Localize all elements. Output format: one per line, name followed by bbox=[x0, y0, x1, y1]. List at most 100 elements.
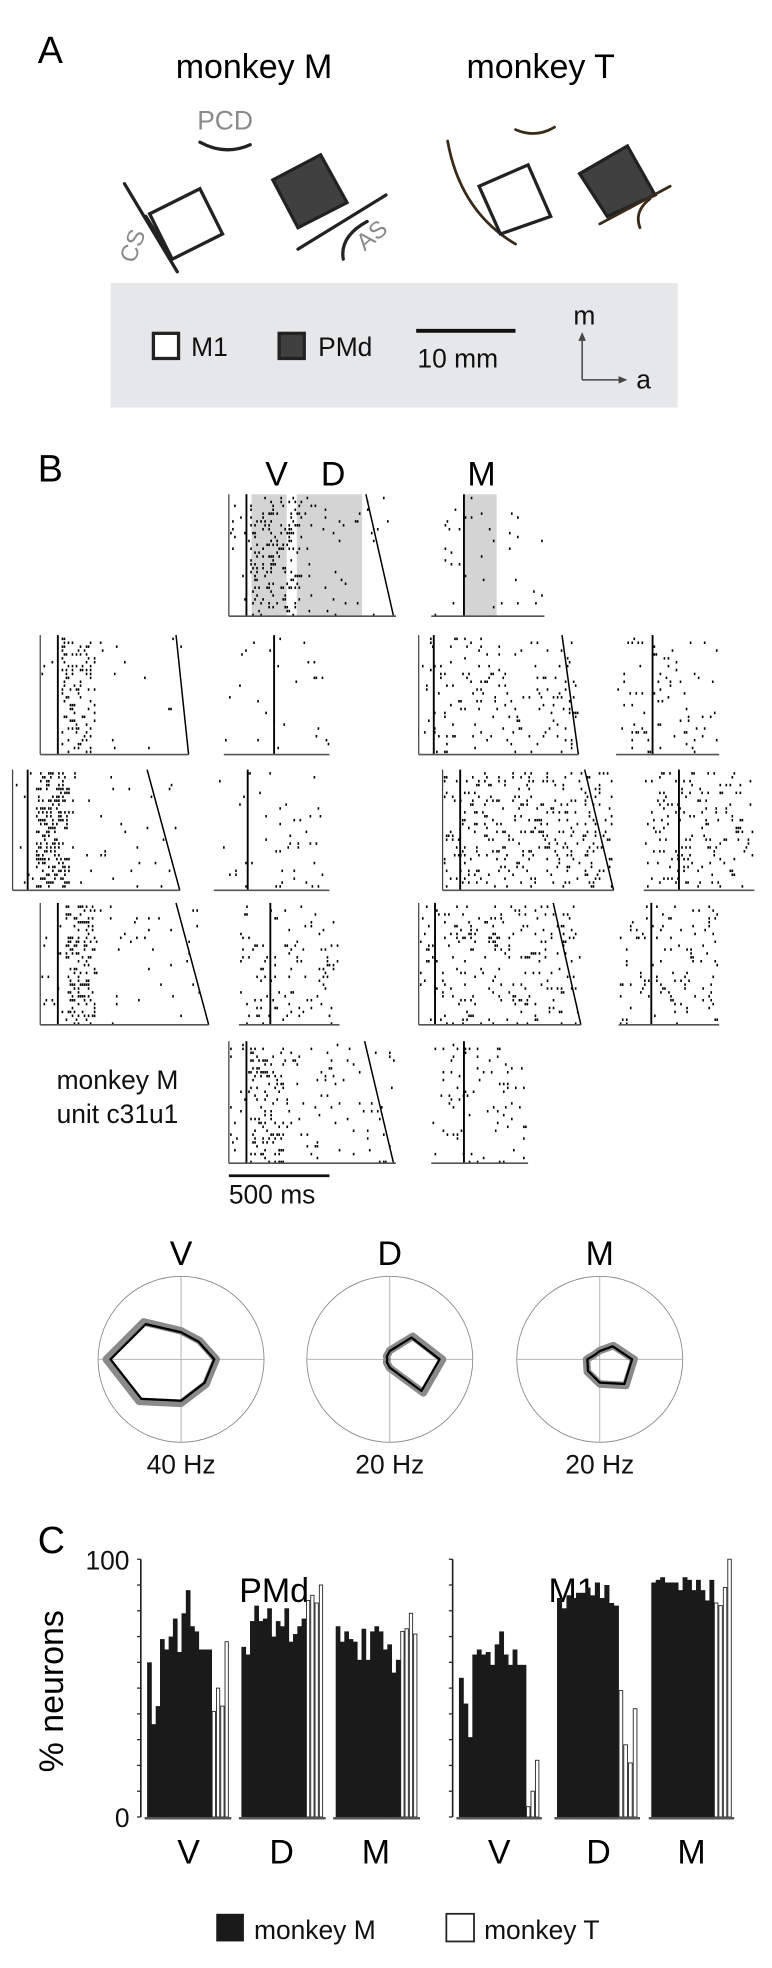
spike bbox=[514, 818, 516, 822]
spike bbox=[71, 641, 74, 645]
spike bbox=[739, 791, 742, 795]
spike bbox=[434, 1152, 437, 1156]
spike bbox=[653, 653, 656, 656]
spike bbox=[536, 917, 539, 920]
spike bbox=[41, 869, 44, 873]
spike bbox=[443, 795, 446, 799]
spike bbox=[462, 672, 464, 676]
spike bbox=[100, 815, 102, 818]
spike bbox=[684, 987, 686, 990]
bar-monkey-m bbox=[383, 1649, 388, 1818]
spike bbox=[500, 998, 503, 1002]
spike bbox=[170, 783, 173, 787]
spike bbox=[449, 877, 452, 880]
spike bbox=[46, 846, 48, 849]
spike bbox=[324, 1078, 327, 1082]
spike bbox=[700, 959, 702, 963]
spike bbox=[268, 1160, 270, 1164]
spike bbox=[690, 952, 692, 955]
spike bbox=[725, 807, 728, 810]
spike bbox=[464, 574, 467, 578]
spike bbox=[330, 1106, 333, 1109]
spike bbox=[83, 995, 86, 998]
spike bbox=[272, 594, 274, 597]
as-sulcus-branch-t bbox=[636, 197, 652, 230]
spike bbox=[266, 1129, 268, 1132]
spike bbox=[280, 1137, 283, 1140]
pcd-sulcus-t bbox=[514, 125, 556, 135]
spike bbox=[674, 1002, 676, 1006]
spike bbox=[558, 861, 561, 865]
bar-monkey-m bbox=[344, 1631, 349, 1817]
spike bbox=[528, 735, 531, 738]
bar-monkey-m bbox=[207, 1649, 212, 1818]
spike bbox=[270, 570, 272, 574]
bar-monkey-m bbox=[185, 1590, 191, 1817]
pcd-label: PCD bbox=[197, 106, 253, 136]
spike bbox=[423, 932, 426, 936]
spike bbox=[680, 928, 682, 932]
spike bbox=[667, 877, 669, 880]
spike bbox=[522, 696, 525, 699]
spike bbox=[482, 692, 484, 695]
spike bbox=[709, 838, 712, 841]
spike bbox=[67, 738, 70, 742]
spike bbox=[274, 1006, 276, 1010]
spike bbox=[518, 998, 521, 1002]
spike bbox=[52, 842, 54, 845]
spike bbox=[679, 680, 682, 683]
spike bbox=[52, 865, 54, 869]
spike bbox=[387, 520, 389, 523]
spike bbox=[274, 1137, 276, 1140]
spike bbox=[474, 830, 476, 834]
spike bbox=[37, 885, 40, 888]
spike bbox=[608, 807, 611, 810]
spike bbox=[560, 696, 563, 699]
spike bbox=[46, 881, 48, 884]
spike bbox=[168, 869, 171, 873]
spike bbox=[751, 853, 754, 857]
spike bbox=[61, 742, 64, 746]
spike bbox=[566, 865, 569, 869]
spike bbox=[582, 834, 585, 838]
spike bbox=[568, 699, 571, 703]
spike bbox=[65, 676, 68, 680]
spike bbox=[85, 959, 88, 963]
spike bbox=[574, 1022, 577, 1025]
spike bbox=[83, 963, 86, 967]
spike bbox=[290, 531, 293, 535]
spike bbox=[657, 723, 660, 726]
spike bbox=[472, 799, 474, 802]
spike bbox=[46, 850, 48, 853]
pmd-swatch bbox=[277, 331, 306, 361]
spike bbox=[446, 1022, 448, 1025]
spike bbox=[450, 660, 452, 664]
spike bbox=[498, 995, 501, 998]
spike bbox=[41, 975, 44, 979]
spike bbox=[266, 1071, 268, 1074]
spike bbox=[566, 913, 569, 916]
spike bbox=[474, 940, 476, 944]
spike bbox=[512, 873, 514, 876]
spike bbox=[444, 913, 446, 916]
spike bbox=[468, 932, 470, 936]
spike bbox=[508, 936, 511, 940]
spike bbox=[468, 1047, 471, 1051]
spike bbox=[675, 668, 678, 672]
spike bbox=[652, 963, 654, 967]
spike bbox=[450, 1059, 453, 1062]
spike bbox=[502, 676, 505, 680]
spike bbox=[61, 731, 64, 734]
spike bbox=[286, 1014, 289, 1018]
spike bbox=[478, 795, 480, 799]
bar-monkey-m bbox=[280, 1626, 285, 1817]
spike bbox=[41, 818, 44, 822]
spike bbox=[751, 830, 754, 834]
spike bbox=[288, 952, 291, 955]
spike bbox=[710, 998, 713, 1002]
spike bbox=[552, 913, 555, 916]
spike bbox=[313, 676, 316, 680]
spike bbox=[315, 842, 318, 845]
spike bbox=[443, 779, 446, 783]
spike bbox=[470, 1014, 472, 1018]
